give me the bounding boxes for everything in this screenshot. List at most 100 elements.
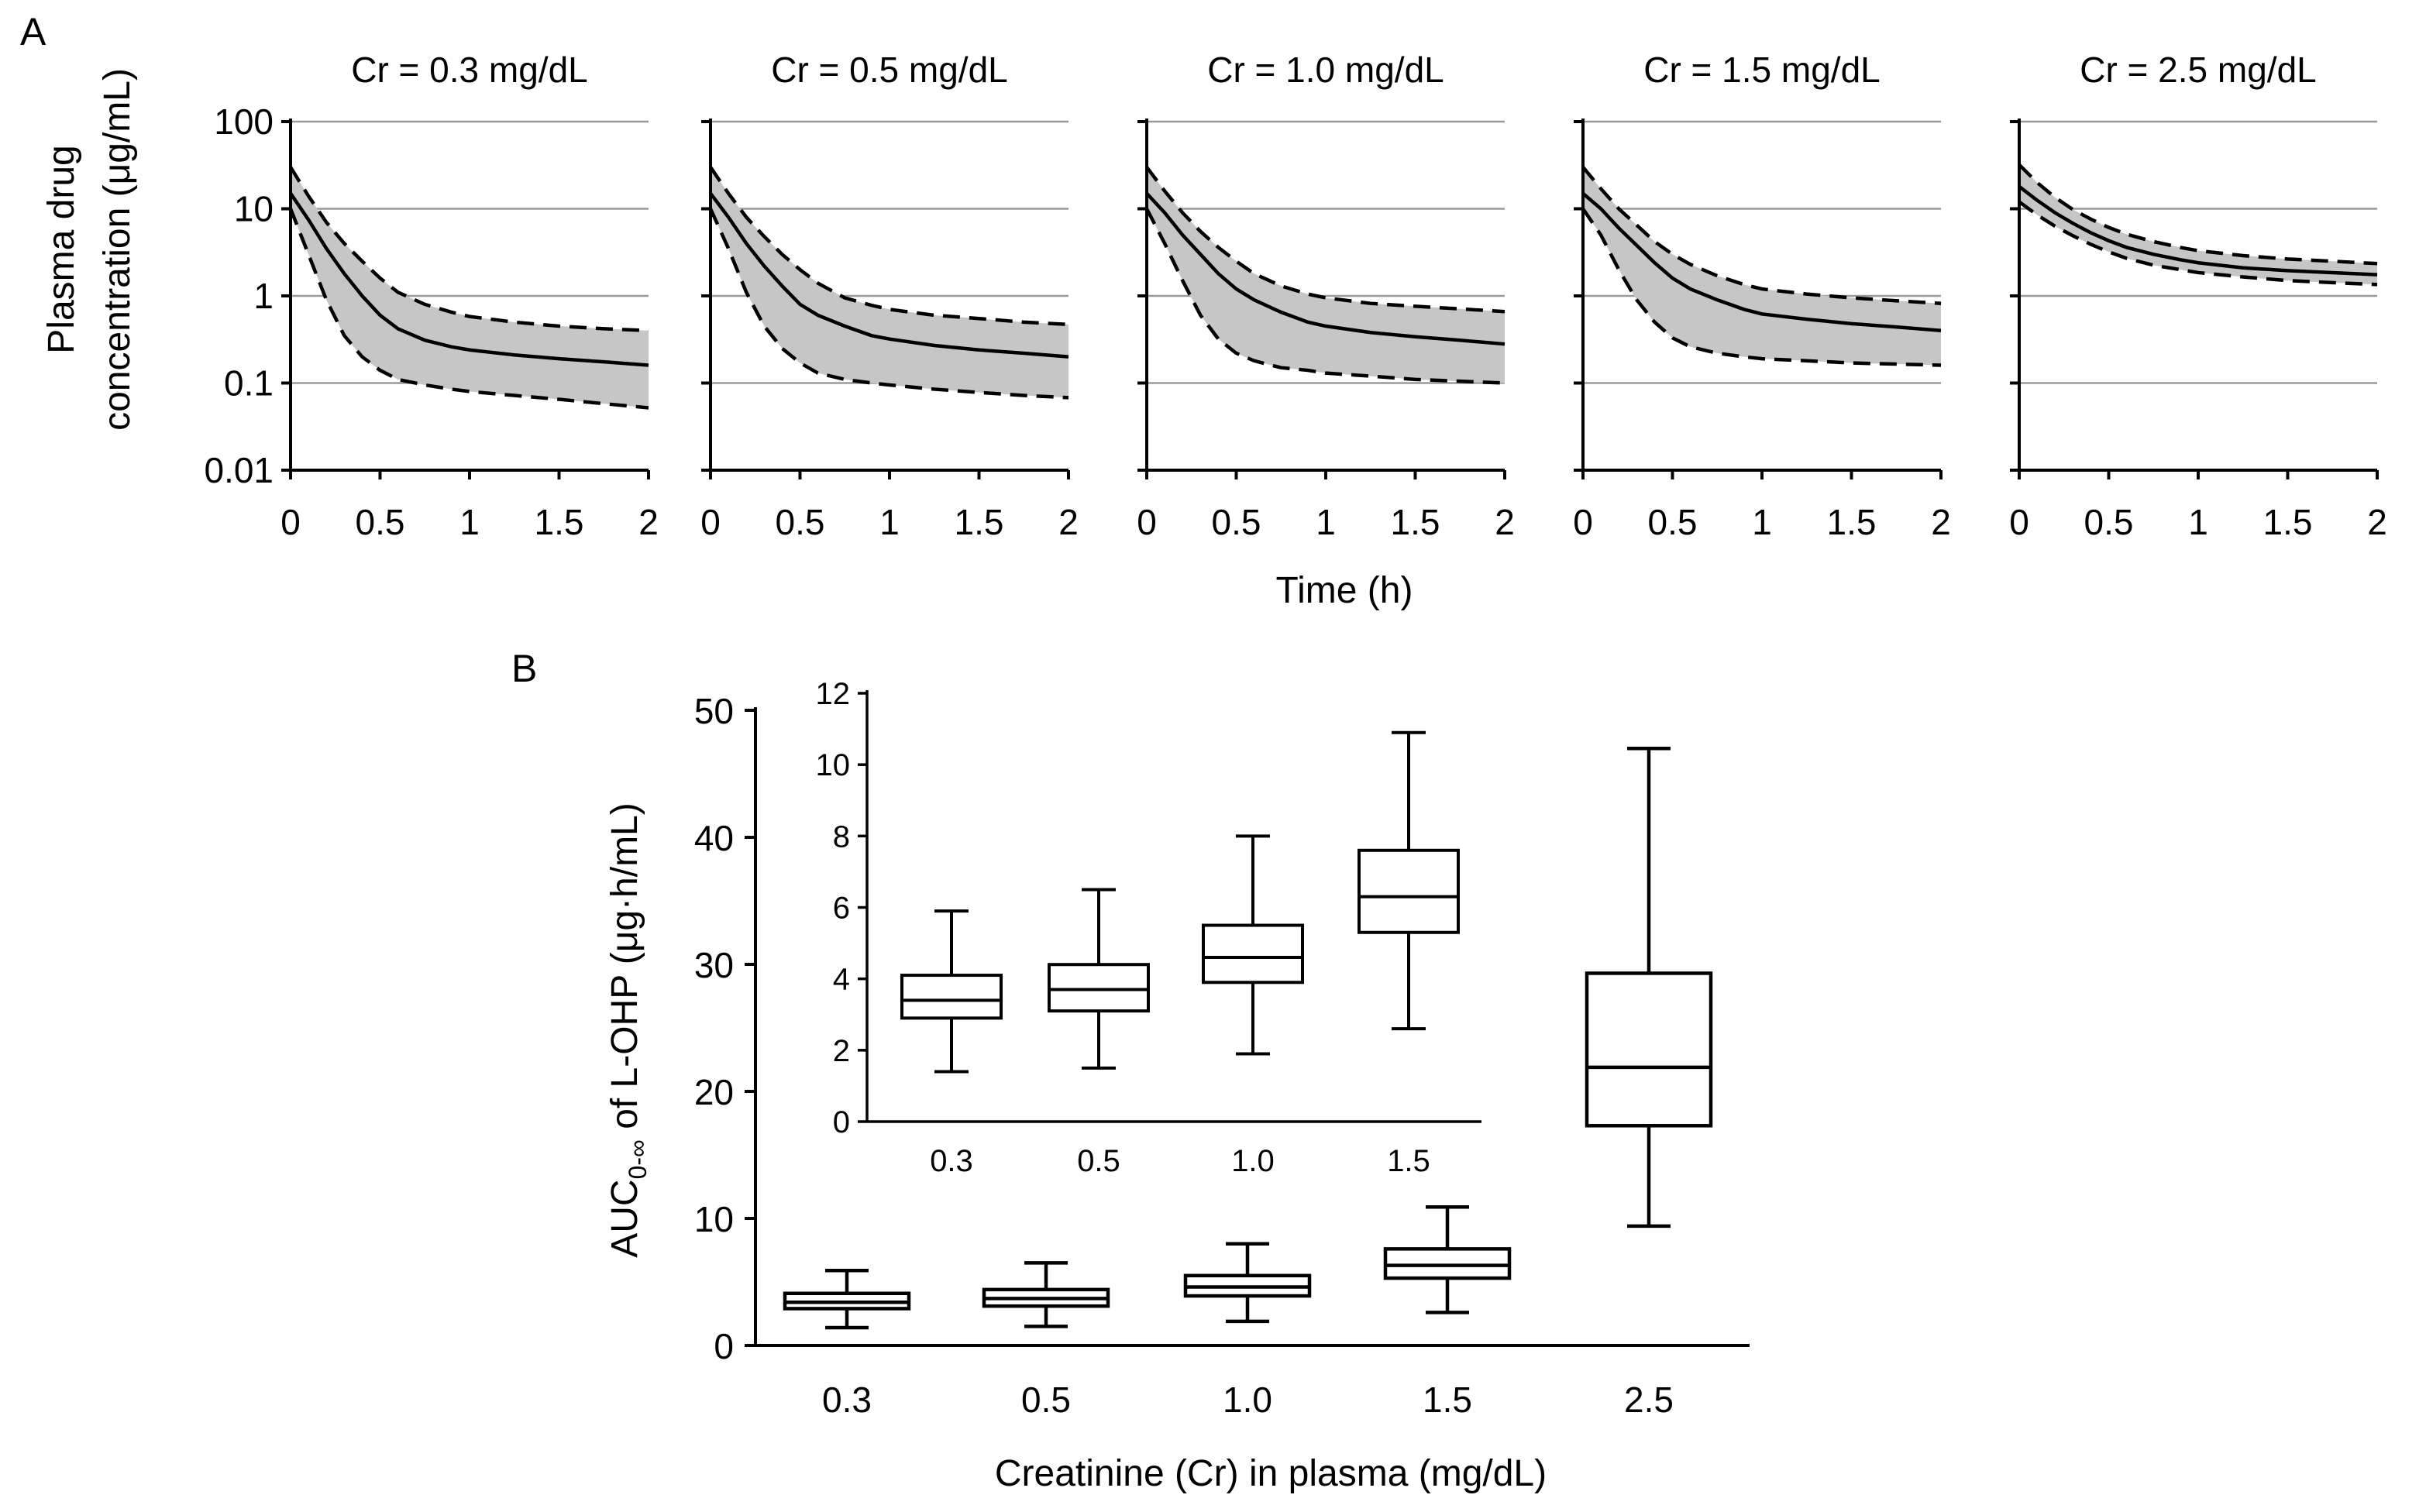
y-tick-label: 0 xyxy=(714,1326,734,1366)
y-axis-title-line1: Plasma drug xyxy=(41,145,82,353)
inset-y-tick-label: 8 xyxy=(833,820,850,854)
upper-percentile-line xyxy=(2018,163,2378,266)
box xyxy=(783,1268,911,1330)
inset-y-tick-label: 2 xyxy=(833,1034,850,1068)
y-tick-label: 1 xyxy=(253,276,274,316)
inset-y-tick-label: 12 xyxy=(816,677,851,711)
y-tick-label: 0.01 xyxy=(204,450,274,490)
upper-percentile-line xyxy=(709,166,1069,327)
x-tick-label: 1.5 xyxy=(1423,1380,1472,1420)
subplot-title: Cr = 1.0 mg/dL xyxy=(1207,50,1444,90)
lower-percentile-line xyxy=(708,208,1069,400)
x-axis-title: Creatinine (Cr) in plasma (mg/dL) xyxy=(995,1453,1547,1494)
x-tick-label: 1 xyxy=(879,502,900,542)
inset-x-tick-label: 0.5 xyxy=(1077,1144,1120,1178)
box xyxy=(1585,746,1713,1228)
subplot-1: Cr = 0.3 mg/dL 0.01 0.1 1 10 100 0 0.5 1 1.5 2 xyxy=(204,50,658,542)
x-tick-label: 1 xyxy=(1752,502,1772,542)
upper-percentile-line xyxy=(1145,166,1505,314)
box xyxy=(1048,888,1150,1070)
inset-y-tick-label: 0 xyxy=(833,1105,850,1139)
y-tick-label: 10 xyxy=(694,1199,734,1239)
subplot-title: Cr = 0.5 mg/dL xyxy=(771,50,1008,90)
box xyxy=(982,1261,1110,1328)
box xyxy=(1358,730,1460,1031)
prediction-interval-band xyxy=(711,167,1068,398)
iqr-box xyxy=(1202,923,1304,985)
x-tick-label: 1 xyxy=(1316,502,1336,542)
x-tick-label: 0 xyxy=(1573,502,1593,542)
y-axis-title-main: AUC xyxy=(604,1179,645,1257)
inset-x-tick-label: 0.3 xyxy=(930,1144,973,1178)
median-line xyxy=(709,192,1069,359)
x-tick-label: 1 xyxy=(459,502,480,542)
median-line xyxy=(289,192,649,367)
iqr-box xyxy=(900,974,1003,1020)
subplot-4: Cr = 1.5 mg/dL 0 0.5 1 1.5 2 xyxy=(1573,50,1951,542)
subplot-5: Cr = 2.5 mg/dL 0 0.5 1 1.5 2 xyxy=(2009,50,2387,542)
subplot-title: Cr = 2.5 mg/dL xyxy=(2080,50,2317,90)
panel-a-label: A xyxy=(20,10,46,53)
y-axis-title-subscript: 0-∞ xyxy=(624,1139,652,1179)
x-tick-label: 2 xyxy=(1495,502,1515,542)
x-tick-label: 0.5 xyxy=(1021,1380,1071,1420)
median-line xyxy=(1145,192,1505,346)
y-tick-label: 20 xyxy=(694,1072,734,1112)
median-line xyxy=(2018,185,2378,277)
subplot-title: Cr = 0.3 mg/dL xyxy=(351,50,588,90)
y-tick-label: 30 xyxy=(694,945,734,985)
y-tick-label: 0.1 xyxy=(224,363,274,404)
x-tick-label: 0 xyxy=(2009,502,2029,542)
y-axis-title: AUC0-∞ of L-OHP (μg·h/mL) xyxy=(604,802,652,1258)
prediction-interval-band xyxy=(291,167,649,408)
lower-percentile-line xyxy=(288,208,649,410)
box xyxy=(900,909,1003,1074)
iqr-box xyxy=(1048,963,1150,1013)
prediction-interval-band xyxy=(1583,167,1941,366)
x-tick-label: 0.5 xyxy=(776,502,825,542)
x-tick-label: 1.5 xyxy=(2263,502,2313,542)
x-tick-label: 0.5 xyxy=(2084,502,2134,542)
x-tick-label: 1.5 xyxy=(1391,502,1440,542)
upper-percentile-line xyxy=(289,166,649,333)
lower-percentile-line xyxy=(1581,208,1942,367)
subplot-2: Cr = 0.5 mg/dL 0 0.5 1 1.5 2 xyxy=(700,50,1079,542)
y-tick-label: 10 xyxy=(234,189,274,229)
x-tick-label: 2 xyxy=(1058,502,1079,542)
lower-percentile-line xyxy=(1145,208,1505,385)
iqr-box xyxy=(1383,1247,1512,1280)
y-axis-title-line2: concentration (μg/mL) xyxy=(97,68,138,431)
median-line xyxy=(1581,191,1942,333)
x-tick-label: 1.5 xyxy=(1827,502,1877,542)
x-tick-label: 0.5 xyxy=(1212,502,1261,542)
inset-y-tick-label: 4 xyxy=(833,963,850,997)
x-tick-label: 2.5 xyxy=(1624,1380,1674,1420)
x-tick-label: 2 xyxy=(2367,502,2387,542)
box xyxy=(1202,834,1304,1056)
x-tick-label: 1 xyxy=(2188,502,2208,542)
y-tick-label: 100 xyxy=(214,101,274,142)
y-axis-title-rest: of L-OHP (μg·h/mL) xyxy=(604,802,645,1139)
x-tick-label: 1.5 xyxy=(535,502,584,542)
iqr-box xyxy=(1358,848,1460,934)
x-tick-label: 2 xyxy=(1931,502,1951,542)
inset-y-tick-label: 6 xyxy=(833,892,850,926)
inset-y-tick-label: 10 xyxy=(816,748,851,782)
box xyxy=(1183,1242,1312,1324)
inset-x-tick-label: 1.0 xyxy=(1231,1144,1275,1178)
prediction-interval-band xyxy=(1147,167,1505,383)
iqr-box xyxy=(1585,971,1713,1128)
x-tick-label: 2 xyxy=(638,502,659,542)
panel-b-label: B xyxy=(511,647,537,690)
x-tick-label: 0 xyxy=(700,502,721,542)
x-tick-label: 0.5 xyxy=(1648,502,1698,542)
inset-x-tick-label: 1.5 xyxy=(1387,1144,1430,1178)
inset-boxplot: 0 2 4 6 8 10 12 0.3 0.5 1.0 1.5 xyxy=(816,677,1481,1178)
lower-percentile-line xyxy=(2018,200,2378,287)
x-tick-label: 0.3 xyxy=(822,1380,872,1420)
x-tick-label: 1.5 xyxy=(955,502,1004,542)
x-tick-label: 0.5 xyxy=(356,502,405,542)
